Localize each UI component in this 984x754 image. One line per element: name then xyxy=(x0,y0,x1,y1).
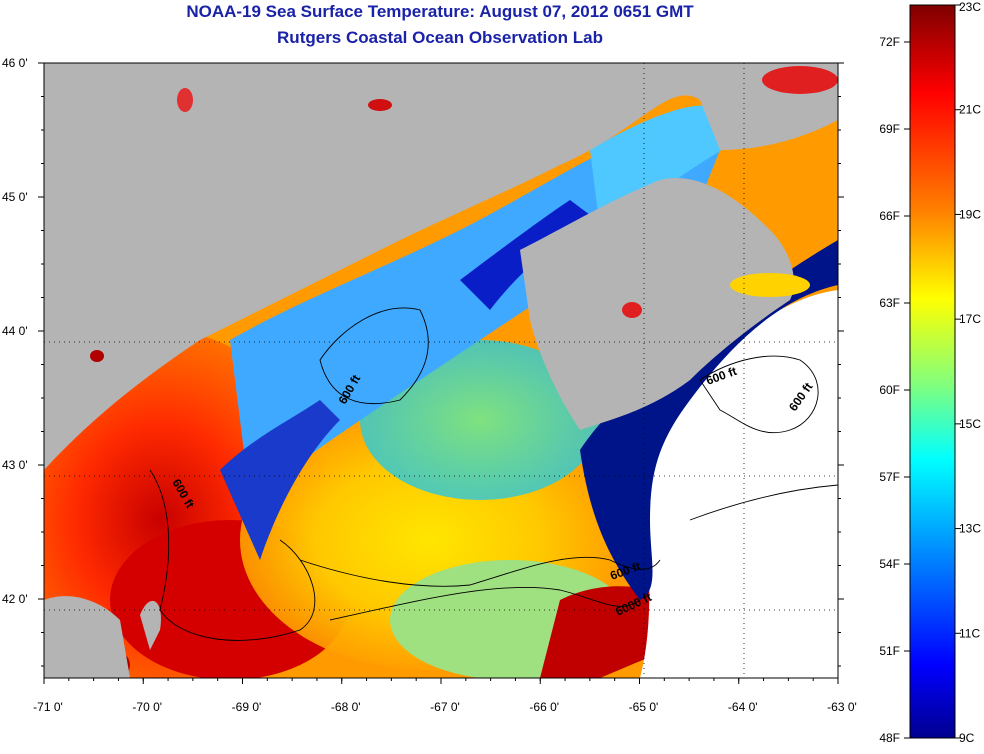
isobath-6000ft xyxy=(329,586,641,621)
lon-tick-label: -66 0' xyxy=(529,700,559,714)
colorbar-f-label: 51F xyxy=(879,644,900,658)
land-cape-cod xyxy=(140,600,161,650)
warm-patch-nova-scotia xyxy=(730,273,810,297)
lon-tick-label: -63 0' xyxy=(827,700,857,714)
lat-tick-label: 43 0' xyxy=(2,458,28,472)
lake-patch-3 xyxy=(622,302,642,318)
colorbar-c-label: 17C xyxy=(959,312,981,326)
lat-tick-label: 45 0' xyxy=(2,190,28,204)
lon-tick-label: -68 0' xyxy=(331,700,361,714)
longitude-axis: -71 0' -70 0' -69 0' -68 0' -67 0' -66 0' -65 … xyxy=(33,678,857,714)
map-plot-area xyxy=(44,63,838,678)
land-massachusetts xyxy=(44,596,130,678)
lon-tick-label: -69 0' xyxy=(232,700,262,714)
colorbar-f-label: 48F xyxy=(879,731,900,745)
colorbar-f-label: 63F xyxy=(879,296,900,310)
isobath-600ft-west xyxy=(149,469,316,641)
isobath-contours xyxy=(149,307,838,641)
lat-tick-label: 46 0' xyxy=(2,56,28,70)
colorbar-c-label: 23C xyxy=(959,0,981,14)
cold-strip-west xyxy=(220,400,340,560)
colorbar-celsius-scale: 23C 21C 19C 17C 15C 13C 11C 9C xyxy=(955,0,981,745)
colorbar-f-label: 66F xyxy=(879,209,900,223)
cloud-edge-cold-signal xyxy=(580,240,838,600)
lake-patch-4 xyxy=(90,350,104,362)
colorbar xyxy=(909,4,956,739)
isobath-600ft-central xyxy=(319,307,429,404)
lon-tick-label: -71 0' xyxy=(33,700,63,714)
isobath-shelf-break xyxy=(689,484,838,521)
colorbar-f-label: 60F xyxy=(879,383,900,397)
colorbar-f-label: 72F xyxy=(879,35,900,49)
lon-tick-label: -65 0' xyxy=(629,700,659,714)
colorbar-f-label: 54F xyxy=(879,557,900,571)
isobath-600ft-east xyxy=(699,355,819,434)
lat-tick-label: 42 0' xyxy=(2,592,28,606)
lon-tick-label: -67 0' xyxy=(430,700,460,714)
map-title: NOAA-19 Sea Surface Temperature: August … xyxy=(186,2,694,21)
colorbar-c-label: 19C xyxy=(959,207,981,221)
latitude-axis: 46 0' 45 0' 44 0' 43 0' 42 0' xyxy=(2,56,844,667)
lon-tick-label: -64 0' xyxy=(728,700,758,714)
land-maine-new-brunswick xyxy=(44,63,838,470)
colorbar-c-label: 21C xyxy=(959,103,981,117)
lat-tick-label: 44 0' xyxy=(2,324,28,338)
colorbar-c-label: 15C xyxy=(959,417,981,431)
colorbar-c-label: 11C xyxy=(959,626,980,640)
lake-patch-1 xyxy=(368,99,392,111)
lake-patch-2 xyxy=(177,88,193,112)
colorbar-f-label: 69F xyxy=(879,122,900,136)
colorbar-c-label: 13C xyxy=(959,522,981,536)
colorbar-f-label: 57F xyxy=(879,470,900,484)
map-subtitle: Rutgers Coastal Ocean Observation Lab xyxy=(277,28,603,47)
lon-tick-label: -70 0' xyxy=(132,700,162,714)
colorbar-fahrenheit-scale: 72F 69F 66F 63F 60F 57F 54F 51F 48F xyxy=(879,35,910,745)
colorbar-c-label: 9C xyxy=(959,731,975,745)
land-nova-scotia xyxy=(520,178,794,430)
isobath-600ft-georges xyxy=(299,556,661,587)
warm-patch-northeast xyxy=(762,66,838,94)
